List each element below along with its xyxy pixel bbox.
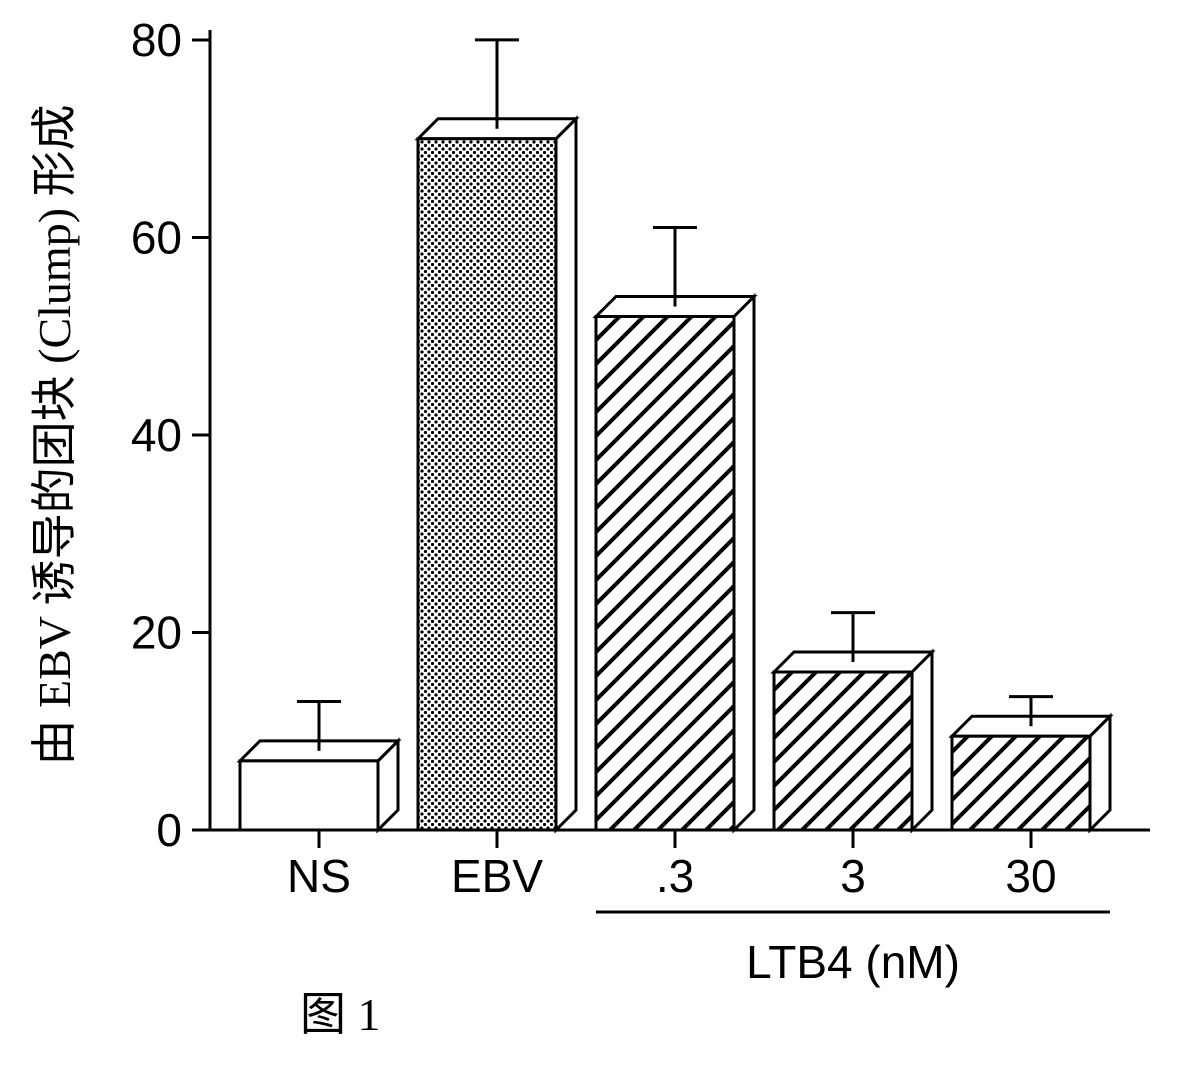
bar-side <box>556 119 576 830</box>
chart-container: 0 20 40 60 80 NS EBV .3 3 30 LTB4 (nM) 由 EBV 诱导的团块 … <box>0 0 1200 1068</box>
ytick-label: 20 <box>131 607 182 659</box>
xcat-label: 3 <box>840 850 866 902</box>
ytick-label: 80 <box>131 14 182 66</box>
bar-front <box>774 672 912 830</box>
bar-front <box>952 736 1090 830</box>
xcat-label: EBV <box>451 850 543 902</box>
y-axis-label: 由 EBV 诱导的团块 (Clump) 形成 <box>29 104 80 765</box>
figure-caption: 图 1 <box>300 989 381 1040</box>
ytick-label: 0 <box>156 804 182 856</box>
bar-front <box>418 139 556 830</box>
xcat-label: NS <box>287 850 351 902</box>
ytick-label: 40 <box>131 409 182 461</box>
bar-side <box>912 652 932 830</box>
bar-side <box>734 297 754 831</box>
ytick-label: 60 <box>131 212 182 264</box>
bar-chart-svg: 0 20 40 60 80 NS EBV .3 3 30 LTB4 (nM) 由 EBV 诱导的团块 … <box>0 0 1200 1068</box>
bar-front <box>240 761 378 830</box>
bar-front <box>596 317 734 831</box>
xcat-label: 30 <box>1005 850 1056 902</box>
xcat-label: .3 <box>656 850 694 902</box>
group-label: LTB4 (nM) <box>746 936 960 988</box>
